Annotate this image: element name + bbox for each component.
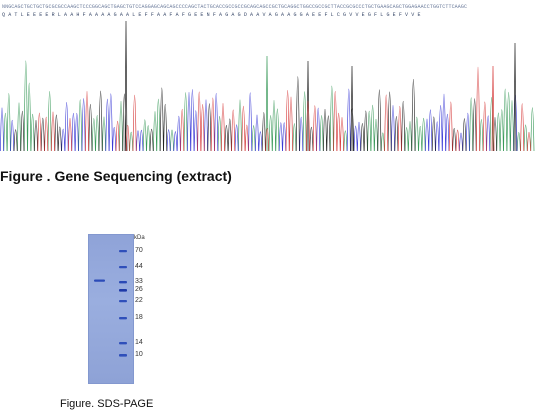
sequence-top-row: NNGCAGCTGCTGCTGCGCGCCAAGCTCCCGGCAGCTGAGC…	[2, 4, 468, 10]
marker-label-18: 18	[135, 314, 143, 321]
chromatogram	[0, 20, 535, 152]
kda-unit-label: kDa	[134, 235, 145, 241]
marker-band-10	[119, 354, 127, 357]
sds-page-figure: kDa 70 44 33 26 22 18 14 10	[88, 234, 158, 384]
marker-label-10: 10	[135, 351, 143, 358]
gel-bands	[94, 250, 127, 357]
sequence-letters: NNGCAGCTGCTGCTGCGCGCCAAGCTCCCGGCAGCTGAGC…	[2, 3, 537, 19]
sds-page-caption: Figure. SDS-PAGE	[60, 398, 154, 410]
sample-band	[94, 279, 105, 282]
trace-c	[0, 89, 518, 152]
marker-band-44	[119, 266, 127, 269]
gel-lane-background	[88, 234, 134, 384]
marker-band-70	[119, 250, 127, 253]
gene-sequencing-caption: Figure . Gene Sequencing (extract)	[0, 168, 232, 184]
marker-label-70: 70	[135, 247, 143, 254]
sequence-bottom-row: Q A T L E E E E R L A A H F A A A A G A …	[2, 12, 421, 18]
marker-band-18	[119, 317, 127, 320]
marker-label-14: 14	[135, 339, 143, 346]
marker-band-14	[119, 342, 127, 345]
marker-label-26: 26	[135, 286, 143, 293]
marker-label-44: 44	[135, 263, 143, 270]
marker-band-22	[119, 300, 127, 303]
marker-band-33	[119, 281, 127, 284]
marker-label-22: 22	[135, 297, 143, 304]
chromatogram-traces	[0, 20, 535, 152]
trace-a	[3, 55, 535, 152]
marker-band-26	[119, 289, 127, 292]
marker-label-33: 33	[135, 278, 143, 285]
trace-g	[13, 20, 517, 152]
